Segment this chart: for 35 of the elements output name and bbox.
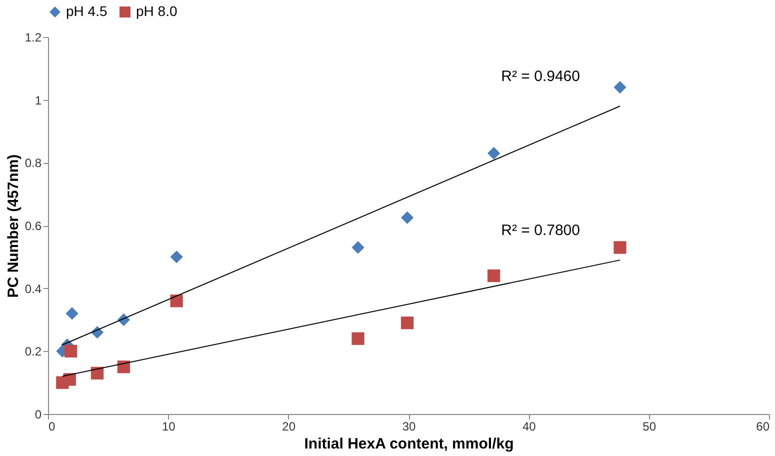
point — [352, 241, 364, 254]
annotation: R² = 0.7800 — [501, 222, 580, 240]
point — [352, 332, 364, 345]
x-tick-label: 40 — [522, 420, 536, 434]
y-tick-label: 0.6 — [24, 219, 42, 233]
x-tick-label: 50 — [642, 420, 656, 434]
annotation: R² = 0.9460 — [501, 68, 580, 86]
point — [614, 80, 626, 94]
x-tick-label: 20 — [282, 420, 296, 434]
y-axis-title: PC Number (457nm) — [4, 154, 22, 298]
y-tick-label: 0.4 — [24, 282, 42, 296]
point — [66, 307, 78, 320]
point — [400, 211, 414, 224]
point — [614, 241, 626, 254]
point — [64, 344, 78, 358]
point — [117, 360, 130, 374]
x-tick-label: 30 — [402, 420, 416, 434]
x-tick-label: 60 — [756, 420, 770, 434]
x-axis-title: Initial HexA content, mmol/kg — [304, 436, 514, 452]
point — [400, 316, 414, 330]
point — [487, 146, 500, 160]
point — [170, 294, 183, 308]
x-tick-label: 0 — [48, 420, 56, 434]
x-tick-label: 10 — [162, 420, 176, 434]
y-tick-label: 0 — [34, 408, 42, 422]
y-tick-label: 0.8 — [24, 156, 42, 170]
y-tick-label: 0.2 — [24, 344, 42, 359]
point — [487, 269, 500, 282]
point — [90, 366, 104, 380]
legend-label: pH 8.0 — [136, 3, 178, 19]
y-tick-label: 1.2 — [24, 30, 42, 44]
legend-label: pH 4.5 — [66, 3, 108, 19]
point — [63, 373, 76, 386]
point — [170, 250, 183, 264]
y-tick-label: 1 — [34, 93, 42, 108]
